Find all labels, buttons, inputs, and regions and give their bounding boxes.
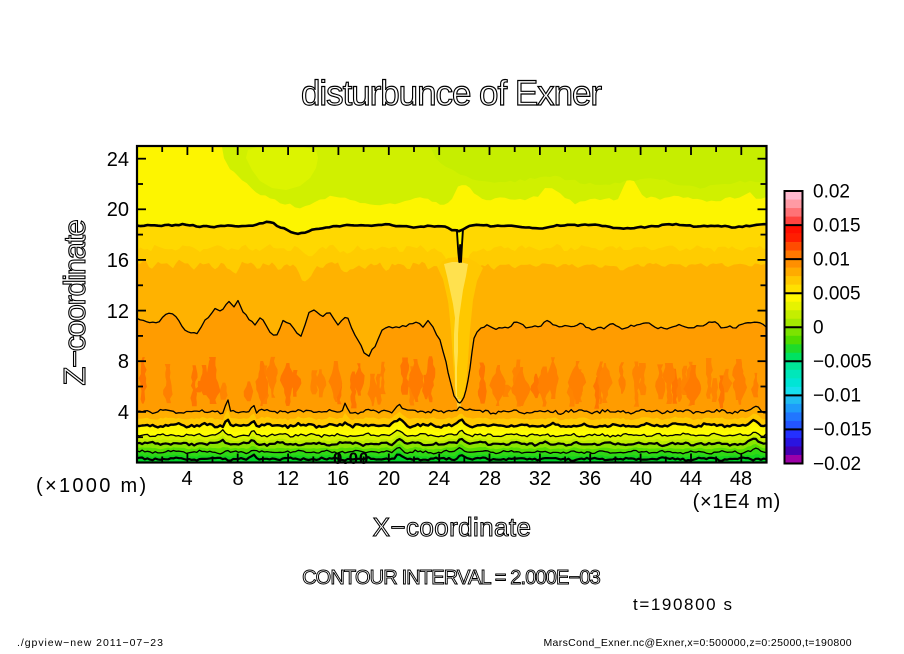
svg-text:0.00: 0.00 bbox=[333, 449, 369, 468]
svg-text:32: 32 bbox=[529, 468, 551, 490]
svg-text:44: 44 bbox=[680, 468, 702, 490]
svg-text:MarsCond_Exner.nc@Exner,x=0:50: MarsCond_Exner.nc@Exner,x=0:500000,z=0:2… bbox=[543, 637, 852, 649]
svg-text:Z−coordinate: Z−coordinate bbox=[57, 220, 92, 385]
svg-text:0.015: 0.015 bbox=[813, 216, 861, 237]
svg-text:−0.02: −0.02 bbox=[813, 454, 861, 475]
svg-text:24: 24 bbox=[107, 149, 129, 171]
svg-text:disturbunce of Exner: disturbunce of Exner bbox=[301, 74, 602, 113]
svg-text:CONTOUR INTERVAL = 2.000E−03: CONTOUR INTERVAL = 2.000E−03 bbox=[302, 567, 601, 589]
svg-text:−0.005: −0.005 bbox=[813, 352, 872, 373]
svg-text:16: 16 bbox=[107, 250, 129, 272]
svg-text:0.02: 0.02 bbox=[813, 182, 850, 203]
svg-text:36: 36 bbox=[579, 468, 601, 490]
svg-text:24: 24 bbox=[428, 468, 450, 490]
svg-text:(×1E4 m): (×1E4 m) bbox=[693, 491, 781, 513]
svg-text:./gpview−new 2011−07−23: ./gpview−new 2011−07−23 bbox=[17, 637, 164, 649]
svg-text:4: 4 bbox=[181, 468, 192, 490]
svg-text:16: 16 bbox=[327, 468, 349, 490]
svg-text:8: 8 bbox=[118, 351, 129, 373]
svg-text:8: 8 bbox=[232, 468, 243, 490]
svg-text:0.005: 0.005 bbox=[813, 284, 861, 305]
svg-text:28: 28 bbox=[479, 468, 501, 490]
svg-text:4: 4 bbox=[118, 402, 129, 424]
svg-text:−0.01: −0.01 bbox=[813, 386, 861, 407]
svg-text:20: 20 bbox=[378, 468, 400, 490]
svg-text:(×1000 m): (×1000 m) bbox=[36, 475, 148, 497]
svg-text:20: 20 bbox=[107, 199, 129, 221]
svg-text:0.01: 0.01 bbox=[813, 250, 850, 271]
svg-text:40: 40 bbox=[630, 468, 652, 490]
svg-text:t=190800 s: t=190800 s bbox=[633, 595, 734, 614]
svg-text:0: 0 bbox=[813, 318, 824, 339]
svg-text:48: 48 bbox=[730, 468, 752, 490]
svg-text:12: 12 bbox=[107, 301, 129, 323]
svg-text:−0.015: −0.015 bbox=[813, 420, 872, 441]
svg-text:12: 12 bbox=[277, 468, 299, 490]
svg-text:X−coordinate: X−coordinate bbox=[373, 512, 532, 542]
